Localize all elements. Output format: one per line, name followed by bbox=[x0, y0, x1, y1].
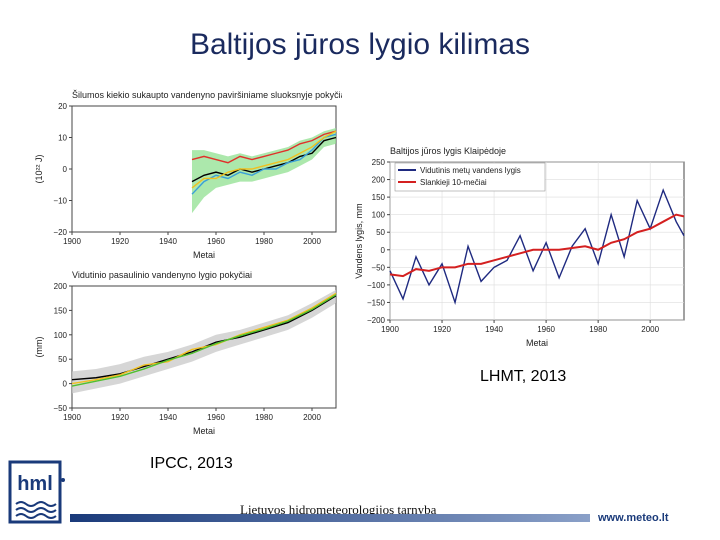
y-tick-label: 200 bbox=[372, 176, 386, 185]
ipcc-sea-level-chart: Vidutinio pasaulinio vandenyno lygio pok… bbox=[32, 266, 342, 438]
x-tick-label: 1900 bbox=[63, 237, 81, 246]
slide-title: Baltijos jūros lygio kilimas bbox=[189, 28, 531, 61]
y-tick-label: 50 bbox=[376, 228, 385, 237]
y-tick-label: −50 bbox=[371, 263, 385, 272]
y-tick-label: 0 bbox=[63, 380, 68, 389]
y-axis-label: Vandens lygis, mm bbox=[354, 203, 364, 278]
legend-label: Slankieji 10-mečiai bbox=[420, 178, 487, 187]
footer-bar bbox=[70, 514, 590, 522]
x-axis-label: Metai bbox=[526, 338, 548, 348]
x-tick-label: 1980 bbox=[255, 413, 273, 422]
x-tick-label: 1920 bbox=[433, 325, 451, 334]
x-tick-label: 2000 bbox=[303, 413, 321, 422]
credit-lhmt: LHMT, 2013 bbox=[480, 368, 567, 385]
y-axis-label: (10²² J) bbox=[34, 154, 44, 183]
y-tick-label: 100 bbox=[54, 331, 68, 340]
chart-title: Šilumos kiekio sukaupto vandenyno pavirš… bbox=[72, 90, 342, 100]
x-tick-label: 1900 bbox=[63, 413, 81, 422]
x-tick-label: 1900 bbox=[381, 325, 399, 334]
y-tick-label: 50 bbox=[58, 355, 67, 364]
y-tick-label: −100 bbox=[367, 281, 386, 290]
x-axis-label: Metai bbox=[193, 426, 215, 436]
y-tick-label: 150 bbox=[54, 306, 68, 315]
y-axis-label: (mm) bbox=[34, 337, 44, 358]
y-tick-label: 100 bbox=[372, 211, 386, 220]
y-tick-label: 10 bbox=[58, 134, 67, 143]
chart-title: Baltijos jūros lygis Klaipėdoje bbox=[390, 146, 506, 156]
x-tick-label: 1920 bbox=[111, 237, 129, 246]
hml-logo: hml bbox=[8, 460, 65, 524]
y-tick-label: −150 bbox=[367, 298, 386, 307]
series-line bbox=[71, 294, 337, 387]
chart-title: Vidutinio pasaulinio vandenyno lygio pok… bbox=[72, 270, 252, 280]
series-line bbox=[191, 130, 337, 164]
uncertainty-band bbox=[192, 128, 336, 214]
x-tick-label: 1940 bbox=[485, 325, 503, 334]
x-tick-label: 1940 bbox=[159, 413, 177, 422]
ipcc-heat-content-chart: Šilumos kiekio sukaupto vandenyno pavirš… bbox=[32, 84, 342, 262]
y-tick-label: −200 bbox=[367, 316, 386, 325]
x-axis-label: Metai bbox=[193, 250, 215, 260]
legend-box bbox=[394, 162, 546, 192]
footer-url[interactable]: www.meteo.lt bbox=[598, 512, 669, 524]
y-tick-label: −20 bbox=[53, 228, 67, 237]
y-tick-label: 20 bbox=[58, 102, 67, 111]
logo-text: hml bbox=[17, 473, 53, 495]
legend-label: Vidutinis metų vandens lygis bbox=[420, 166, 521, 175]
y-tick-label: 0 bbox=[63, 165, 68, 174]
x-tick-label: 1960 bbox=[207, 413, 225, 422]
credit-ipcc: IPCC, 2013 bbox=[150, 455, 233, 472]
y-tick-label: 200 bbox=[54, 282, 68, 291]
x-tick-label: 2000 bbox=[641, 325, 659, 334]
y-tick-label: 250 bbox=[372, 158, 386, 167]
x-tick-label: 2000 bbox=[303, 237, 321, 246]
x-tick-label: 1960 bbox=[207, 237, 225, 246]
x-tick-label: 1980 bbox=[589, 325, 607, 334]
series-line bbox=[389, 213, 685, 278]
y-tick-label: −10 bbox=[53, 197, 67, 206]
y-tick-label: −50 bbox=[53, 404, 67, 413]
lhmt-klaipeda-chart: Baltijos jūros lygis Klaipėdoje 1900 1920 1… bbox=[352, 136, 692, 350]
x-tick-label: 1940 bbox=[159, 237, 177, 246]
series-line bbox=[191, 133, 337, 195]
series-line bbox=[71, 292, 337, 385]
x-tick-label: 1980 bbox=[255, 237, 273, 246]
x-tick-label: 1960 bbox=[537, 325, 555, 334]
y-tick-label: 0 bbox=[381, 246, 386, 255]
y-tick-label: 150 bbox=[372, 193, 386, 202]
series-line bbox=[191, 130, 337, 189]
footer-organization: Lietuvos hidrometeorologijos tarnyba bbox=[240, 502, 437, 517]
x-tick-label: 1920 bbox=[111, 413, 129, 422]
